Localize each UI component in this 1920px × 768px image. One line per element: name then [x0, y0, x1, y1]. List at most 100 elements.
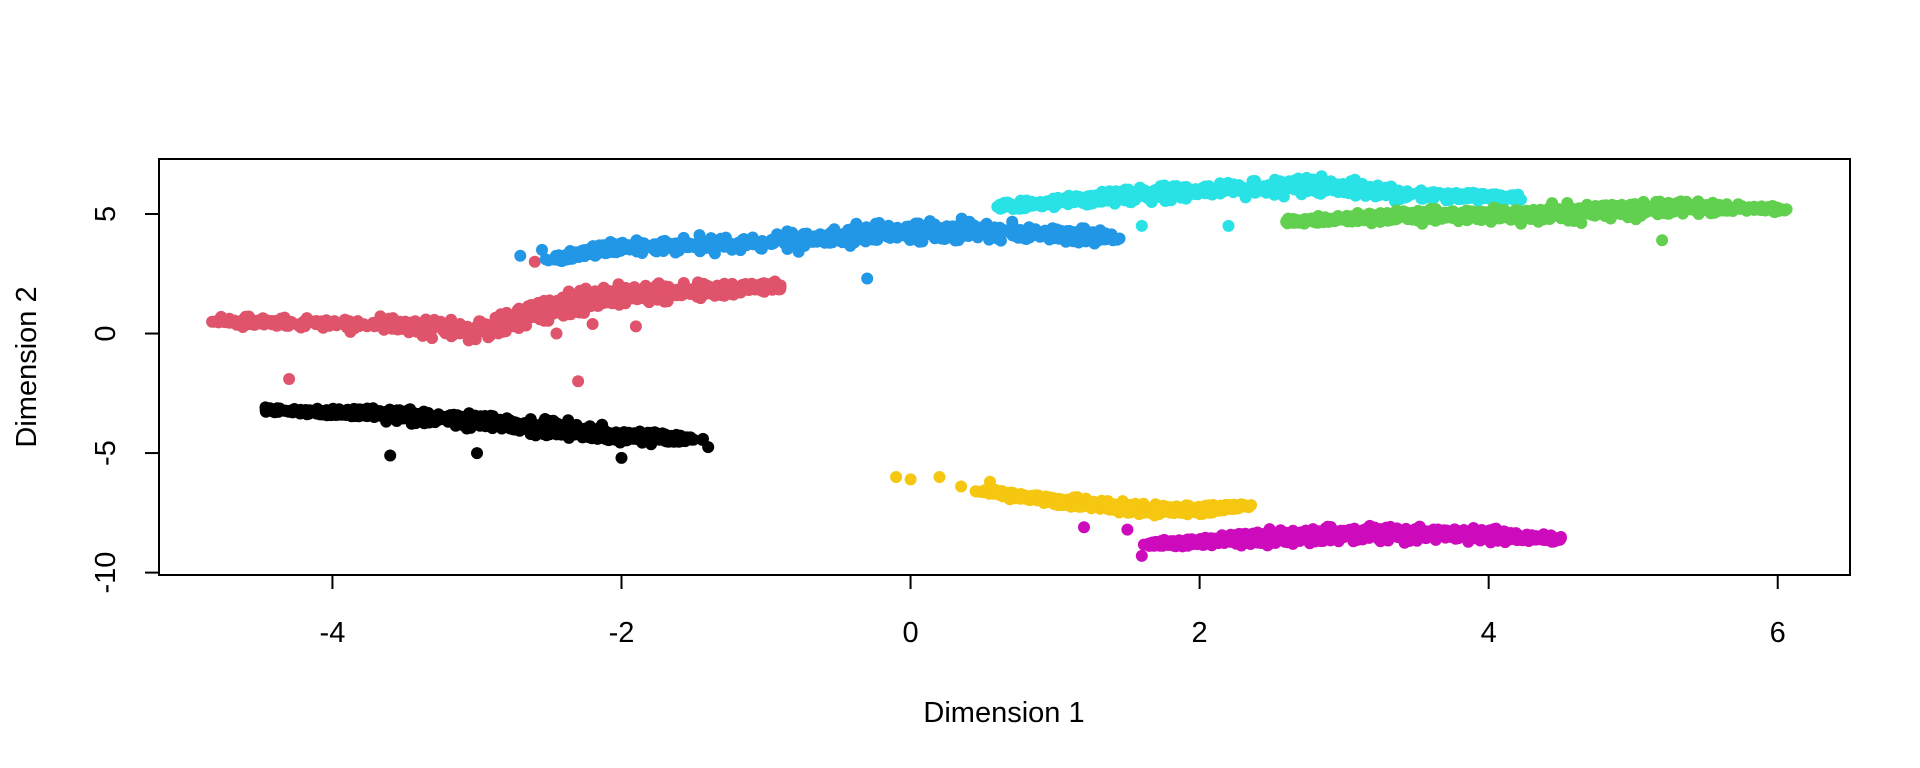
data-point	[1640, 201, 1653, 214]
cluster-series-4	[991, 170, 1527, 232]
data-point	[593, 296, 605, 309]
data-point	[1176, 536, 1189, 549]
data-point	[445, 313, 458, 326]
data-point	[623, 243, 636, 256]
data-point	[881, 230, 894, 243]
data-point	[669, 237, 682, 250]
data-point	[1497, 192, 1510, 205]
data-point	[1288, 174, 1301, 187]
data-point	[1656, 234, 1669, 247]
data-point	[1269, 528, 1281, 541]
cluster-series-6	[890, 471, 1258, 522]
data-point	[1762, 201, 1775, 214]
cluster-series-1	[259, 401, 715, 464]
data-point	[1538, 209, 1551, 222]
data-point	[554, 297, 567, 310]
data-point	[781, 225, 794, 238]
data-point	[604, 296, 617, 309]
data-point	[373, 405, 386, 418]
data-point	[1158, 179, 1171, 192]
data-point	[1107, 502, 1120, 515]
data-point	[1239, 532, 1252, 545]
data-point	[534, 302, 547, 315]
data-point	[483, 418, 496, 431]
data-point	[293, 405, 306, 418]
data-point	[705, 242, 718, 255]
data-point	[830, 231, 843, 244]
data-point	[1176, 187, 1189, 200]
data-point	[1457, 525, 1470, 538]
data-point	[666, 433, 679, 446]
data-point	[1049, 231, 1062, 243]
x-tick-label: 4	[1481, 617, 1497, 649]
data-point	[492, 312, 505, 324]
data-point	[552, 251, 565, 264]
data-point	[1085, 192, 1098, 205]
data-point	[550, 327, 563, 340]
data-point	[434, 315, 447, 328]
data-point	[1297, 213, 1310, 226]
data-point	[1145, 536, 1158, 549]
data-point	[1349, 189, 1362, 202]
data-point	[738, 283, 750, 296]
data-point	[1119, 503, 1132, 516]
data-point	[652, 288, 665, 301]
data-point	[1779, 204, 1791, 217]
data-point	[1135, 549, 1148, 562]
data-point	[1652, 202, 1665, 215]
data-point	[803, 230, 816, 243]
data-point	[1416, 214, 1429, 227]
data-point	[861, 272, 874, 285]
data-point	[1217, 535, 1230, 548]
data-point	[718, 236, 731, 248]
data-point	[410, 325, 423, 338]
data-point	[1078, 521, 1090, 534]
data-point	[1711, 201, 1724, 214]
data-point	[1332, 212, 1345, 224]
data-point	[675, 431, 688, 444]
cluster-series-5	[1280, 195, 1793, 247]
data-point	[514, 249, 527, 262]
data-point	[629, 320, 642, 333]
data-point	[502, 315, 514, 328]
data-point	[1073, 234, 1086, 247]
data-point	[1012, 491, 1025, 504]
data-point	[1037, 228, 1050, 241]
y-axis-title: Dimension 2	[11, 286, 43, 447]
cluster-series-2	[206, 255, 787, 388]
data-point	[994, 199, 1007, 212]
data-point	[503, 415, 516, 428]
data-point	[923, 215, 936, 228]
data-point	[882, 219, 895, 232]
data-point	[574, 284, 586, 297]
data-point	[397, 322, 410, 335]
data-point	[1011, 199, 1024, 212]
data-point	[1386, 209, 1399, 222]
data-point	[927, 229, 940, 242]
data-point	[965, 228, 978, 240]
data-point	[659, 241, 671, 254]
data-point	[1453, 193, 1466, 206]
data-point	[1310, 526, 1323, 539]
data-point	[1189, 187, 1202, 200]
data-point	[1212, 182, 1225, 195]
data-point	[544, 301, 557, 314]
data-point	[279, 313, 291, 326]
data-point	[1196, 535, 1209, 548]
data-point	[652, 431, 664, 444]
cluster-series-3	[514, 212, 1126, 285]
data-point	[471, 447, 483, 460]
data-point	[1164, 501, 1177, 514]
data-point	[330, 317, 343, 330]
data-point	[448, 415, 461, 428]
data-point	[329, 409, 342, 421]
data-point	[547, 414, 560, 427]
data-point	[1381, 188, 1394, 201]
data-point	[628, 281, 641, 294]
data-point	[1014, 225, 1027, 238]
data-point	[1048, 201, 1061, 214]
data-point	[1205, 503, 1218, 516]
data-point	[675, 289, 688, 301]
data-point	[1372, 213, 1385, 226]
data-point	[1686, 203, 1698, 216]
